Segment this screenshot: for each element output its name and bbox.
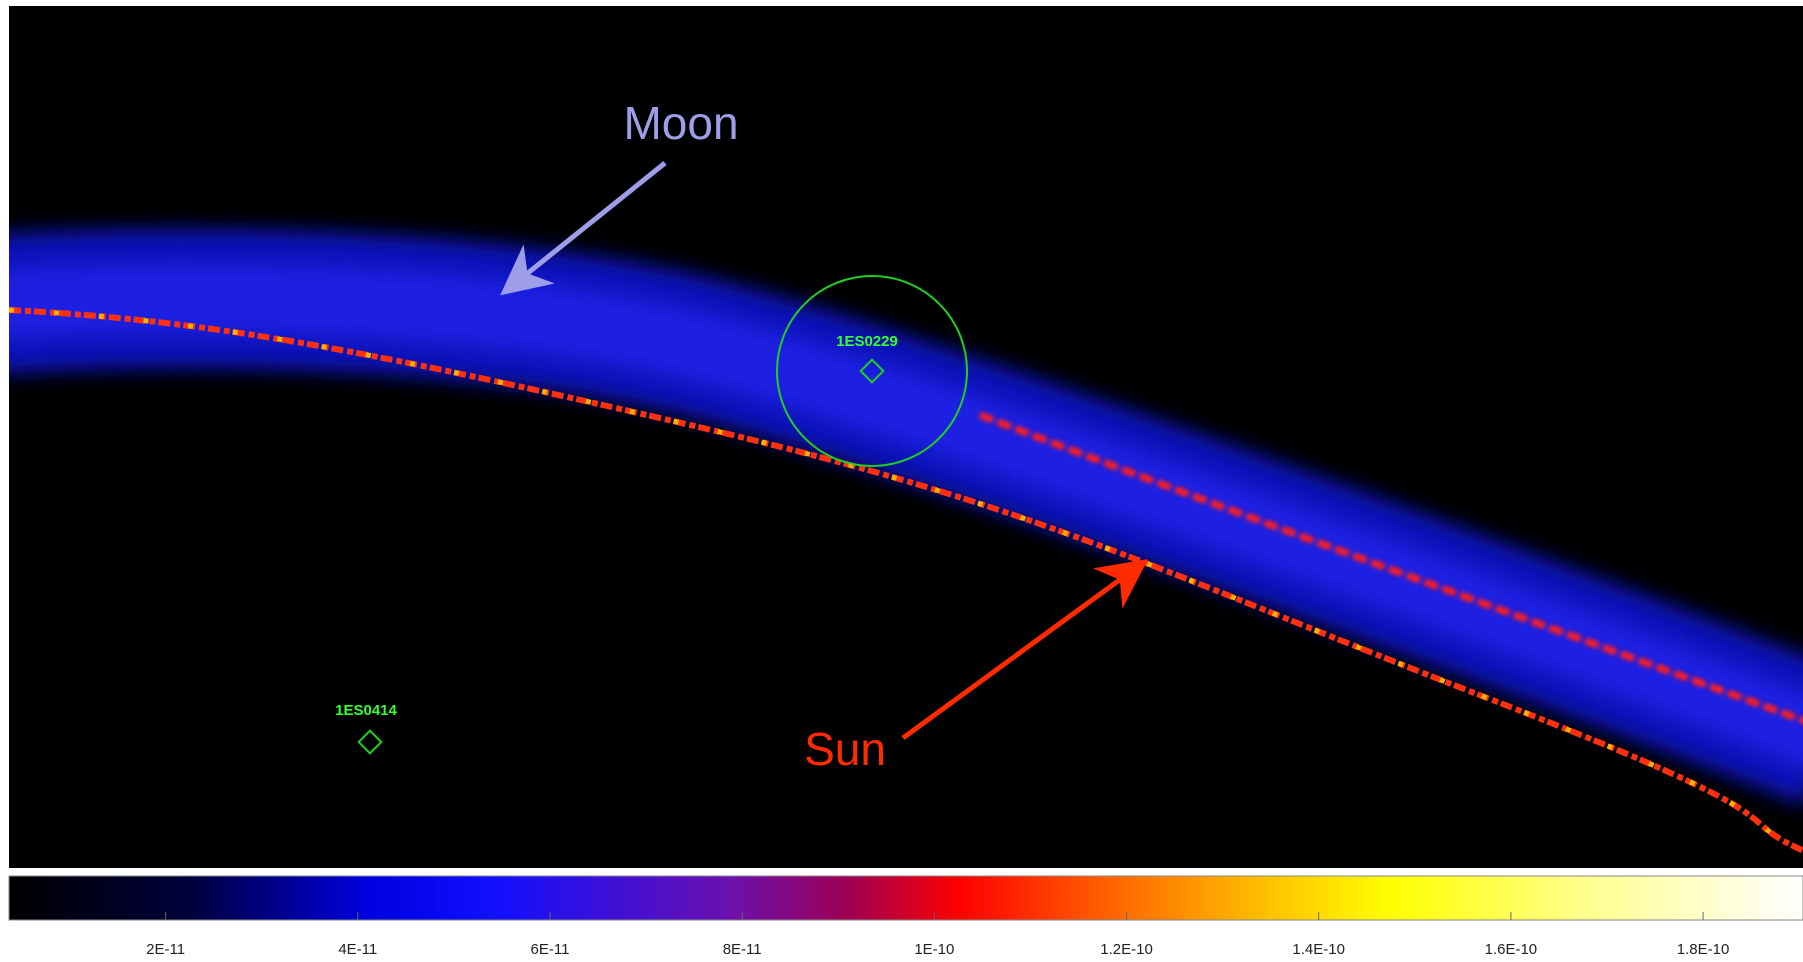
- sky-map-page: 1ES0229 1ES0414 Moon Sun 2E-11 4E-11 6E-11…: [0, 0, 1803, 962]
- colorbar-tick-label: 4E-11: [338, 941, 377, 958]
- colorbar-tick-label: 6E-11: [531, 941, 570, 958]
- colorbar-tick-label: 1E-10: [914, 941, 954, 958]
- source-label: 1ES0229: [836, 333, 898, 350]
- moon-annotation: Moon: [623, 97, 738, 149]
- colorbar-tick-label: 1.6E-10: [1485, 941, 1538, 958]
- colorbar-tick-label: 1.8E-10: [1677, 941, 1730, 958]
- source-label: 1ES0414: [335, 702, 397, 719]
- colorbar-tick-label: 8E-11: [723, 941, 762, 958]
- colorbar-tick-label: 2E-11: [146, 941, 185, 958]
- colorbar-tick-label: 1.4E-10: [1292, 941, 1345, 958]
- sun-annotation: Sun: [804, 723, 886, 775]
- colorbar: [9, 876, 1803, 920]
- colorbar-tick-label: 1.2E-10: [1100, 941, 1153, 958]
